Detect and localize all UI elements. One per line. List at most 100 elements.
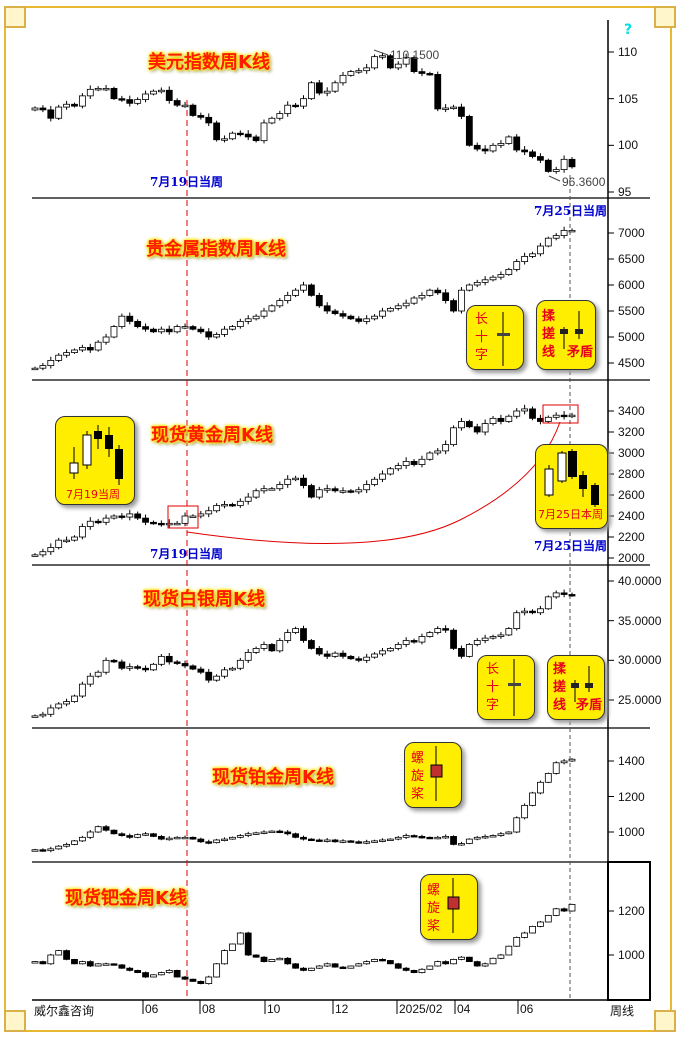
candle-body: [450, 836, 457, 845]
candle-body: [402, 57, 410, 65]
mini-candles: [544, 449, 599, 507]
candle-body: [94, 671, 102, 677]
candle-body: [205, 976, 213, 984]
candle-body: [55, 106, 63, 119]
pattern-label: 矛盾: [567, 345, 594, 360]
candle-body: [560, 229, 568, 236]
candle-body: [94, 88, 102, 91]
candle-body: [473, 640, 481, 645]
candle-body: [292, 104, 300, 108]
candle-body: [142, 326, 149, 330]
candle-body: [173, 326, 181, 333]
candle-body: [458, 956, 465, 960]
candle-body: [165, 89, 173, 101]
candle-body: [394, 63, 402, 69]
candle-body: [197, 981, 205, 985]
candle-body: [126, 967, 134, 971]
candle-body: [205, 116, 213, 124]
candle-body: [418, 458, 426, 465]
candle-body: [481, 148, 489, 152]
pattern-char: 长: [486, 662, 500, 677]
candle-body: [71, 349, 78, 353]
candle-body: [513, 136, 521, 151]
candle-body: [284, 831, 292, 835]
candle-body: [110, 829, 118, 835]
candle-body: [505, 415, 513, 422]
candle-body: [47, 109, 55, 119]
candle-body: [157, 89, 165, 93]
candle-body: [189, 515, 197, 518]
candle-body: [110, 515, 118, 519]
candle-body: [529, 151, 536, 157]
candle-body: [236, 659, 244, 669]
candle-body: [379, 959, 386, 962]
candle-body: [560, 760, 568, 764]
candle-body: [552, 235, 560, 239]
gold-frame: [4, 6, 672, 1032]
candle-body: [197, 328, 205, 333]
candle-body: [55, 845, 63, 850]
candle-body: [537, 156, 544, 161]
candle-body: [426, 452, 434, 460]
candle-body: [371, 653, 378, 658]
candle-body: [418, 71, 426, 74]
candle-body: [347, 315, 355, 320]
candle-body: [481, 423, 489, 433]
candle-body: [165, 655, 173, 663]
candle-body: [568, 414, 576, 418]
help-icon[interactable]: ?: [624, 22, 633, 38]
candle-body: [236, 835, 244, 838]
candle-body: [402, 835, 410, 838]
candle-body: [157, 972, 165, 976]
candle-body: [560, 414, 568, 418]
candle-body: [142, 833, 149, 836]
candle-body: [521, 408, 529, 412]
candle-body: [544, 596, 552, 610]
candle-body: [118, 98, 126, 101]
candle-body: [63, 539, 70, 543]
candle-body: [489, 144, 497, 152]
candle-body: [126, 835, 134, 838]
candle-body: [544, 237, 552, 247]
candle-body: [426, 73, 434, 76]
candle-body: [181, 104, 189, 108]
candle-body: [371, 478, 378, 485]
rub-candles: [560, 311, 583, 349]
candle-body: [323, 305, 331, 312]
y-tick-label: 3000: [618, 446, 645, 460]
candle-body: [537, 608, 544, 614]
rub-line-box: 揉 搓 线 矛盾: [536, 300, 596, 370]
candle-body: [229, 326, 236, 330]
candle-body: [150, 833, 157, 837]
candle-body: [31, 849, 39, 852]
candle-body: [189, 665, 197, 670]
candle-body: [260, 310, 268, 317]
candle-body: [363, 484, 371, 491]
candle-body: [529, 408, 536, 419]
candle-body: [63, 103, 70, 108]
usd-low-label: 96.3600: [562, 175, 606, 189]
candle-body: [252, 315, 260, 320]
candle-body: [189, 104, 197, 116]
candle-body: [102, 659, 110, 673]
candle-body: [47, 954, 55, 965]
candle-body: [371, 315, 378, 320]
candle-body: [102, 963, 110, 966]
candle-body: [142, 972, 149, 978]
candle-body: [410, 57, 418, 72]
candle-body: [410, 640, 418, 643]
candle-body: [473, 281, 481, 286]
candle-body: [544, 773, 552, 783]
period-label[interactable]: 周线: [610, 1004, 635, 1018]
candle-body: [418, 294, 426, 299]
candle-body: [252, 136, 260, 142]
candle-body: [497, 274, 505, 278]
candle-body: [568, 158, 576, 168]
pattern-char: 线: [553, 698, 567, 713]
candle-body: [244, 833, 252, 836]
candle-body: [150, 328, 157, 333]
gold-box-week1: 7月19当周: [55, 416, 135, 505]
candle-body: [276, 640, 284, 652]
candle-body: [339, 652, 347, 657]
candle-body: [458, 843, 465, 846]
